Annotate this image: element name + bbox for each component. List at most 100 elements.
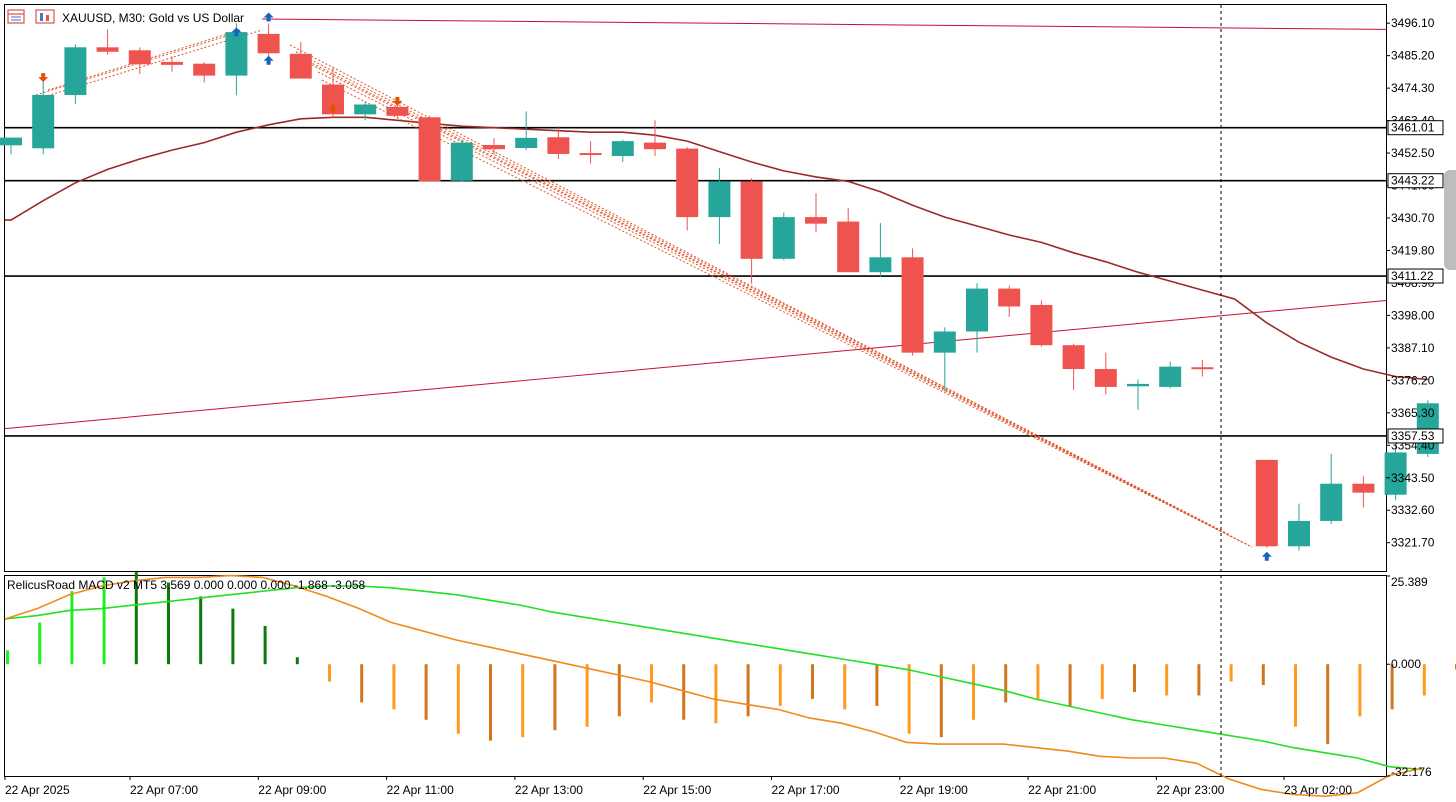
bearish-candle[interactable] xyxy=(1062,345,1085,370)
bearish-candle[interactable] xyxy=(322,84,344,115)
chart-title-bar: XAUUSD, M30: Gold vs US Dollar xyxy=(7,9,244,25)
bearish-candle[interactable] xyxy=(1191,367,1214,370)
bearish-candle[interactable] xyxy=(128,50,151,65)
bearish-candle[interactable] xyxy=(1030,304,1053,346)
buy-arrow-icon xyxy=(263,55,274,65)
macd-tick-label: 0.000 xyxy=(1391,657,1421,671)
bullish-candle[interactable] xyxy=(869,257,892,273)
bullish-candle[interactable] xyxy=(1127,383,1149,387)
price-level-tag xyxy=(1387,120,1444,136)
bullish-candle[interactable] xyxy=(354,104,377,115)
macd-histogram-bar xyxy=(328,664,331,682)
bearish-candle[interactable] xyxy=(193,63,216,76)
price-tick-label: 3332.60 xyxy=(1391,503,1435,517)
bearish-candle[interactable] xyxy=(998,288,1021,307)
bearish-candle[interactable] xyxy=(676,148,699,218)
bullish-candle[interactable] xyxy=(0,137,22,146)
time-tick-label: 22 Apr 11:00 xyxy=(387,783,454,797)
macd-histogram-bar xyxy=(553,664,557,731)
macd-histogram-bar xyxy=(1197,664,1201,696)
resistance-line[interactable] xyxy=(261,18,1387,30)
macd-histogram-bar xyxy=(1326,664,1330,745)
macd-histogram-bar xyxy=(1133,664,1136,693)
macd-histogram-bar xyxy=(746,664,750,717)
bullish-candle[interactable] xyxy=(450,142,473,181)
price-tick-label: 3496.10 xyxy=(1391,16,1435,30)
time-tick-label: 22 Apr 07:00 xyxy=(130,783,198,797)
macd-main-line xyxy=(4,574,1422,798)
macd-tick-label: 25.389 xyxy=(1391,575,1428,589)
bearish-candle[interactable] xyxy=(483,145,505,150)
bearish-candle[interactable] xyxy=(161,61,183,65)
trade-projection-line xyxy=(321,79,1253,548)
macd-histogram-bar xyxy=(38,622,42,665)
macd-histogram-bar xyxy=(811,664,814,699)
bullish-candle[interactable] xyxy=(1159,366,1182,387)
bearish-candle[interactable] xyxy=(644,142,666,150)
price-tick-label: 3485.20 xyxy=(1391,49,1435,63)
macd-histogram-bar xyxy=(1036,664,1040,699)
macd-histogram-bar xyxy=(70,591,74,665)
macd-histogram-bar xyxy=(843,664,847,710)
bullish-candle[interactable] xyxy=(933,331,956,353)
trade-projection-line xyxy=(289,44,1223,533)
price-level-label: 3443.22 xyxy=(1391,174,1435,188)
time-tick-label: 22 Apr 21:00 xyxy=(1028,783,1096,797)
price-tick-label: 3376.20 xyxy=(1391,373,1435,387)
bullish-candle[interactable] xyxy=(708,181,731,218)
macd-histogram-bar xyxy=(167,582,170,665)
bullish-candle[interactable] xyxy=(611,141,634,157)
time-tick-label: 22 Apr 2025 xyxy=(5,783,70,797)
macd-histogram-bar xyxy=(263,625,267,665)
bearish-candle[interactable] xyxy=(1094,369,1117,387)
macd-histogram-bar xyxy=(521,664,525,738)
bearish-candle[interactable] xyxy=(289,53,312,79)
price-tick-label: 3387.10 xyxy=(1391,341,1435,355)
macd-histogram-bar xyxy=(1422,664,1426,696)
price-level-tag xyxy=(1387,173,1444,189)
bearish-candle[interactable] xyxy=(1255,459,1278,547)
bearish-candle[interactable] xyxy=(418,117,441,182)
price-tick-label: 3419.80 xyxy=(1391,243,1435,257)
bullish-candle[interactable] xyxy=(1320,483,1343,521)
bullish-candle[interactable] xyxy=(515,137,538,148)
bearish-candle[interactable] xyxy=(257,33,280,54)
time-tick-label: 22 Apr 15:00 xyxy=(643,783,711,797)
macd-histogram-bar xyxy=(1294,664,1297,727)
macd-title: RelicusRoad MACD v2 MT5 3.569 0.000 0.00… xyxy=(7,578,366,592)
bullish-candle[interactable] xyxy=(1384,452,1407,495)
macd-histogram-bar xyxy=(1390,664,1394,710)
bullish-candle[interactable] xyxy=(225,32,248,76)
buy-arrow-icon xyxy=(263,12,274,22)
bearish-candle[interactable] xyxy=(579,153,602,156)
macd-histogram-bar xyxy=(199,596,203,665)
bullish-candle[interactable] xyxy=(966,288,988,332)
price-tick-label: 3343.50 xyxy=(1391,471,1435,485)
side-panel-handle[interactable] xyxy=(1444,170,1456,270)
trade-projection-line xyxy=(307,62,1245,544)
bearish-candle[interactable] xyxy=(96,47,119,52)
bearish-candle[interactable] xyxy=(837,221,860,273)
bearish-candle[interactable] xyxy=(547,137,570,154)
chart-type-icon[interactable] xyxy=(35,9,55,24)
bullish-candle[interactable] xyxy=(32,94,55,149)
trend-line[interactable] xyxy=(4,300,1387,430)
price-tick-label: 3430.70 xyxy=(1391,211,1435,225)
bearish-candle[interactable] xyxy=(740,181,763,259)
bearish-candle[interactable] xyxy=(1352,483,1375,493)
bearish-candle[interactable] xyxy=(805,217,827,224)
macd-histogram-bar xyxy=(1261,664,1265,686)
macd-tick-label: -32.176 xyxy=(1391,765,1432,779)
bearish-candle[interactable] xyxy=(386,106,409,116)
price-tick-label: 3365.30 xyxy=(1391,406,1435,420)
price-level-label: 3461.01 xyxy=(1391,121,1435,135)
chart-window-icon[interactable] xyxy=(7,9,25,24)
time-tick-label: 22 Apr 19:00 xyxy=(900,783,968,797)
macd-histogram-bar xyxy=(682,664,686,720)
bullish-candle[interactable] xyxy=(1288,520,1310,547)
macd-panel-frame xyxy=(4,575,1387,777)
bullish-candle[interactable] xyxy=(772,217,795,259)
bearish-candle[interactable] xyxy=(901,257,924,353)
bullish-candle[interactable] xyxy=(64,47,87,95)
